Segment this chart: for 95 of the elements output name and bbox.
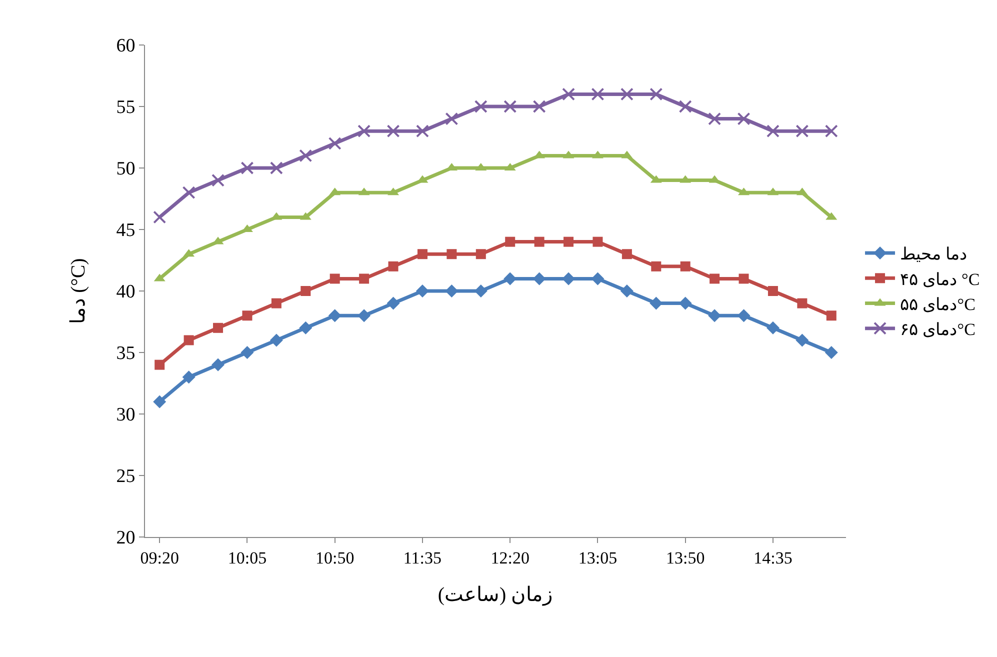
y-tick-label: 30 — [116, 404, 136, 426]
point — [534, 236, 544, 247]
point — [766, 321, 780, 334]
point — [476, 249, 486, 260]
point — [386, 296, 400, 310]
point — [796, 124, 809, 138]
y-tick-label: 50 — [116, 158, 136, 180]
point — [796, 334, 809, 347]
point — [358, 309, 371, 322]
point — [650, 88, 663, 101]
y-tick-label: 60 — [116, 36, 136, 57]
point — [359, 274, 370, 284]
point — [564, 236, 574, 247]
point — [240, 346, 254, 359]
point — [562, 272, 576, 286]
y-tick-label: 45 — [116, 220, 136, 242]
point — [271, 298, 282, 308]
legend-label: دما محیط — [900, 244, 968, 264]
point — [154, 360, 165, 370]
point — [708, 112, 722, 126]
x-tick-label: 13:50 — [666, 548, 705, 568]
point — [620, 88, 634, 101]
point — [532, 272, 546, 286]
point — [182, 186, 196, 200]
point — [474, 284, 488, 298]
point — [270, 162, 283, 174]
x-tick-label: 13:05 — [578, 548, 618, 568]
point — [768, 286, 778, 296]
y-tick-label: 55 — [116, 97, 136, 118]
point — [622, 249, 632, 260]
point — [592, 236, 603, 247]
point — [299, 149, 312, 162]
point — [213, 322, 224, 333]
point — [766, 124, 780, 138]
y-axis-title: دما (°C) — [68, 258, 90, 324]
point — [797, 298, 808, 308]
point — [240, 162, 254, 174]
point — [212, 358, 225, 372]
point — [591, 88, 604, 101]
point — [416, 284, 429, 298]
point — [824, 346, 838, 359]
point — [678, 100, 692, 113]
x-tick-label: 09:20 — [140, 548, 179, 568]
point — [710, 274, 720, 284]
point — [504, 100, 517, 113]
point — [328, 309, 342, 322]
point — [386, 124, 400, 138]
point — [184, 335, 194, 346]
legend-label: دمای ۴۵ °C — [900, 270, 980, 289]
point — [505, 236, 516, 247]
point — [445, 112, 458, 126]
point — [416, 124, 429, 138]
point — [678, 296, 692, 310]
point — [153, 210, 166, 224]
point — [737, 112, 750, 126]
y-tick-label: 25 — [116, 466, 136, 488]
legend-label: دمای ۵۵°C — [900, 294, 976, 314]
y-tick-label: 20 — [116, 528, 136, 549]
y-tick-label: 40 — [116, 282, 136, 303]
point — [212, 174, 225, 187]
point — [532, 100, 546, 113]
point — [328, 136, 342, 150]
x-tick-label: 12:20 — [490, 548, 530, 568]
point — [388, 261, 398, 272]
point — [824, 124, 838, 138]
point — [182, 370, 196, 384]
point — [562, 88, 576, 101]
point — [651, 261, 662, 272]
point — [591, 272, 604, 286]
x-tick-label: 11:35 — [403, 548, 442, 568]
x-axis-title: زمان (ساعت) — [438, 584, 554, 606]
point — [299, 321, 312, 334]
point — [446, 249, 457, 260]
point — [474, 100, 488, 113]
point — [330, 274, 340, 284]
point — [738, 274, 749, 284]
point — [620, 284, 634, 298]
point — [708, 309, 722, 322]
point — [504, 272, 517, 286]
point — [300, 286, 311, 296]
point — [680, 261, 690, 272]
point — [270, 334, 283, 347]
y-tick-label: 35 — [116, 343, 136, 364]
point — [417, 249, 428, 260]
point — [242, 310, 252, 321]
legend-label: دمای ۶۵°C — [900, 320, 976, 339]
point — [153, 395, 166, 408]
point — [737, 309, 750, 322]
point — [650, 296, 663, 310]
x-tick-label: 10:05 — [228, 548, 267, 568]
point — [445, 284, 458, 298]
point — [826, 310, 836, 321]
point — [358, 124, 371, 138]
x-tick-label: 14:35 — [754, 548, 792, 568]
x-tick-label: 10:50 — [315, 548, 354, 568]
